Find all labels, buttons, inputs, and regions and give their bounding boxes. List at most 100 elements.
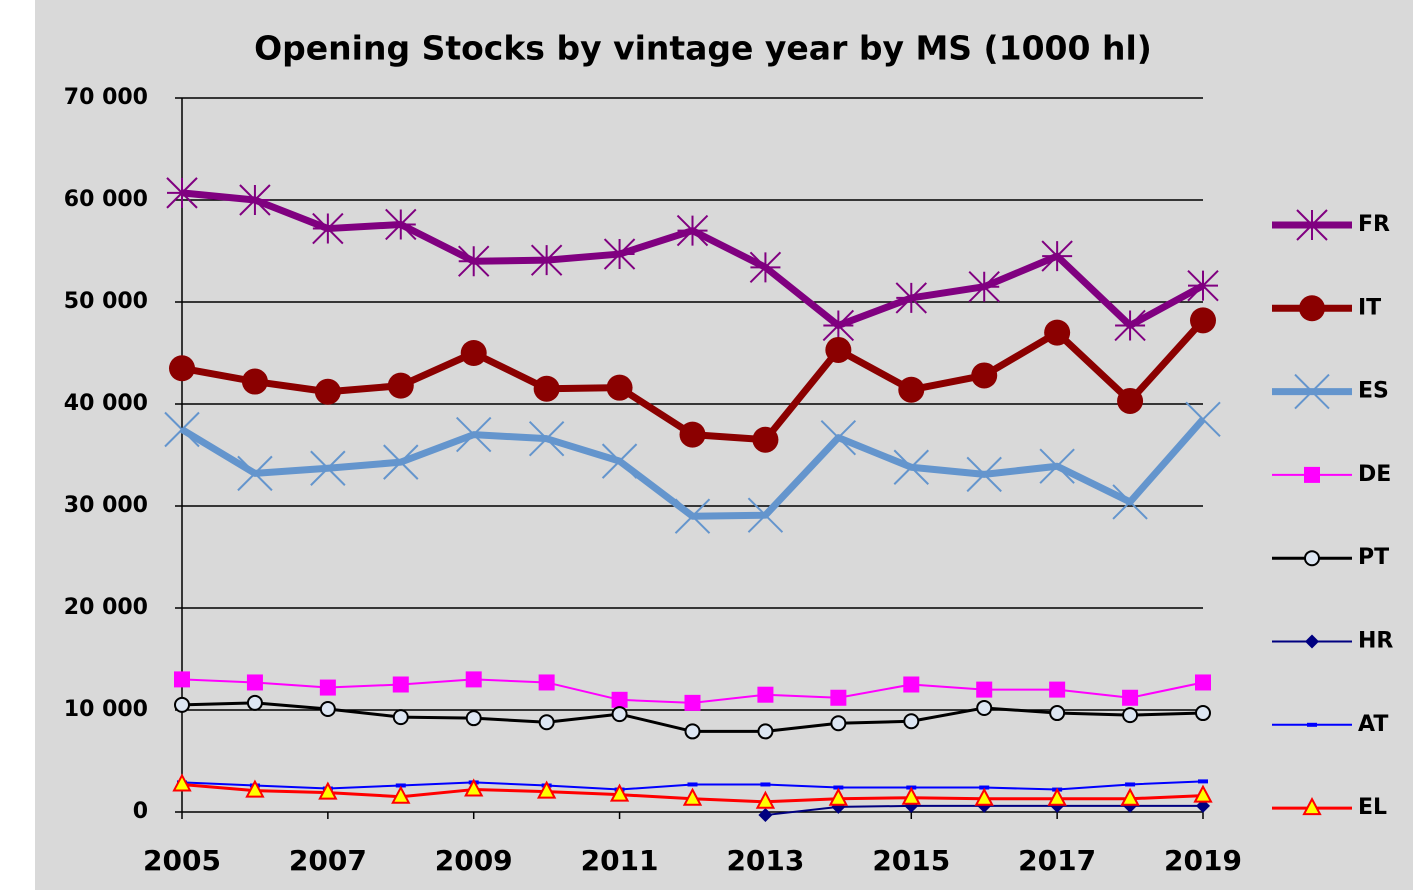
marker	[1187, 269, 1219, 302]
marker	[684, 723, 701, 740]
marker	[1294, 373, 1330, 410]
marker	[465, 710, 482, 727]
marker	[172, 773, 192, 792]
marker	[898, 376, 925, 403]
marker	[1041, 240, 1073, 272]
marker	[1299, 295, 1325, 322]
legend-label: FR	[1358, 212, 1390, 237]
marker	[164, 411, 200, 448]
marker	[246, 694, 263, 711]
marker	[1047, 787, 1067, 806]
marker	[395, 783, 406, 788]
legend-label: ES	[1358, 379, 1389, 404]
marker	[830, 715, 847, 732]
marker	[1304, 466, 1320, 483]
marker	[968, 270, 1000, 303]
marker	[901, 786, 921, 805]
marker	[246, 674, 263, 691]
legend-label: IT	[1358, 295, 1381, 320]
marker	[971, 362, 998, 389]
marker	[603, 238, 636, 270]
marker	[1117, 387, 1144, 414]
marker	[169, 355, 195, 382]
marker	[1305, 634, 1319, 649]
marker	[974, 787, 994, 806]
marker	[895, 282, 927, 314]
marker	[533, 375, 560, 402]
marker	[174, 671, 190, 688]
marker	[1304, 550, 1320, 567]
y-tick-label: 60 000	[64, 187, 148, 212]
y-tick-label: 50 000	[64, 289, 148, 314]
marker	[464, 778, 484, 797]
marker	[245, 779, 265, 798]
marker	[1296, 209, 1328, 241]
marker	[966, 456, 1002, 493]
marker	[606, 374, 633, 401]
marker	[174, 696, 190, 713]
x-tick-label: 2011	[581, 844, 659, 877]
x-tick-label: 2015	[872, 844, 950, 877]
y-tick-label: 40 000	[64, 391, 148, 416]
y-tick-label: 10 000	[64, 697, 148, 722]
marker	[976, 681, 993, 698]
marker	[538, 714, 555, 731]
marker	[1302, 796, 1322, 816]
x-tick-label: 2007	[289, 844, 367, 877]
marker	[1307, 722, 1317, 727]
marker	[903, 676, 920, 693]
marker	[609, 783, 630, 802]
legend-label: AT	[1358, 712, 1388, 737]
marker	[822, 309, 855, 342]
marker	[465, 671, 482, 688]
marker	[828, 787, 849, 806]
marker	[676, 214, 709, 247]
legend-label: DE	[1358, 462, 1391, 487]
marker	[1112, 484, 1148, 520]
marker	[383, 444, 419, 480]
marker	[833, 785, 844, 790]
marker	[528, 420, 565, 457]
x-tick-label: 2013	[726, 844, 804, 877]
marker	[392, 676, 409, 693]
marker	[392, 709, 409, 726]
marker	[314, 378, 341, 405]
marker	[241, 368, 268, 395]
marker	[1039, 448, 1075, 484]
marker	[1198, 779, 1208, 784]
marker	[979, 785, 990, 790]
marker	[1114, 309, 1146, 342]
marker	[318, 781, 338, 800]
marker	[536, 780, 557, 799]
marker	[310, 450, 346, 486]
legend-label: HR	[1358, 629, 1393, 654]
marker	[391, 785, 411, 804]
marker	[1049, 705, 1066, 722]
chart-title: Opening Stocks by vintage year by MS (10…	[254, 29, 1152, 68]
marker	[1122, 689, 1139, 706]
marker	[1195, 705, 1211, 722]
x-tick-label: 2009	[435, 844, 513, 877]
marker	[757, 723, 774, 740]
marker	[679, 421, 706, 448]
marker	[1120, 787, 1140, 806]
marker	[893, 449, 929, 485]
marker	[752, 426, 779, 453]
marker	[237, 455, 273, 492]
marker	[1125, 782, 1136, 787]
marker	[1122, 707, 1139, 724]
marker	[385, 208, 417, 241]
y-tick-label: 20 000	[64, 595, 148, 620]
marker	[830, 689, 847, 706]
legend-label: PT	[1358, 545, 1389, 570]
y-tick-label: 0	[133, 799, 148, 824]
marker	[687, 782, 698, 787]
marker	[1185, 401, 1221, 438]
marker	[760, 782, 771, 787]
marker	[319, 700, 336, 717]
marker	[601, 443, 638, 479]
marker	[387, 372, 414, 399]
x-tick-label: 2017	[1018, 844, 1096, 877]
marker	[611, 706, 628, 723]
marker	[538, 674, 555, 691]
